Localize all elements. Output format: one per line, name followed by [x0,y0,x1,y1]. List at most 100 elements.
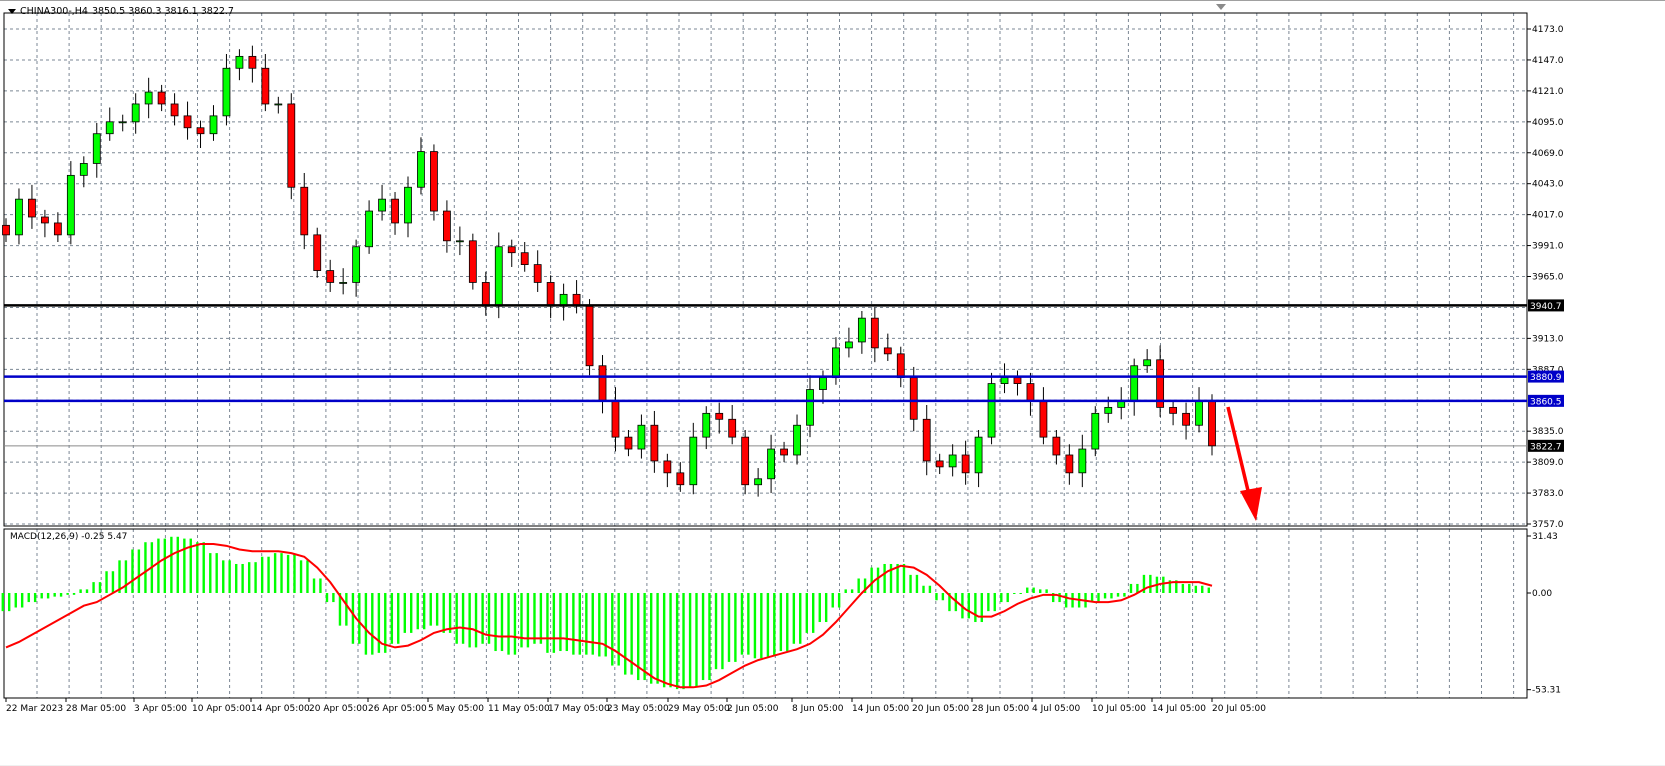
macd-histogram-bar [306,560,309,593]
macd-histogram-bar [812,593,815,633]
macd-signal-line [5,543,1213,689]
macd-histogram-bar [1175,580,1178,593]
bull-candle [66,174,75,236]
bear-candle [1182,412,1190,426]
time-tick-label: 22 Mar 2023 [6,704,63,714]
price-tick-label: 3835.0 [1532,427,1564,437]
bear-candle [326,270,335,283]
bull-candle [1104,406,1113,414]
bull-candle [92,133,101,164]
macd-histogram-bar [429,593,432,626]
bear-candle [1026,383,1035,402]
macd-histogram-bar [124,560,128,593]
price-tick-label: 4095.0 [1532,118,1564,128]
macd-histogram-bar [546,593,549,653]
bear-candle [468,240,477,283]
macd-histogram-bar [643,593,646,681]
bull-candle [222,67,231,117]
bear-candle [611,401,620,438]
price-tick-label: 3965.0 [1532,273,1564,283]
bull-candle [494,246,503,307]
macd-histogram-bar [319,578,322,593]
down-arrow-shaft [1226,406,1252,500]
macd-histogram-bar [507,593,510,655]
bear-candle [1065,454,1074,474]
symbol-timeframe: CHINA300-,H4 [20,6,88,17]
bull-candle [15,198,23,236]
macd-histogram-bar [33,593,37,603]
macd-histogram-bar [591,593,594,655]
macd-histogram-bar [948,593,951,612]
bear-candle [520,252,529,266]
macd-histogram-bar [267,556,270,593]
macd-histogram-bar [565,593,569,652]
bear-candle [922,418,931,462]
level-label: 3940.7 [1530,302,1562,312]
bear-candle [287,103,296,188]
macd-histogram-bar [902,563,906,593]
macd-histogram-bar [539,593,543,644]
macd-histogram-bar [299,560,303,593]
triangle-down-icon[interactable] [8,9,16,14]
macd-histogram-bar [863,578,867,593]
macd-histogram-bar [617,593,620,666]
macd-histogram-bar [1000,593,1003,603]
bull-candle [987,383,996,438]
macd-histogram-bar [403,593,406,633]
bear-candle [196,127,205,135]
macd-histogram-bar [850,589,854,593]
macd-histogram-bar [1136,583,1139,593]
macd-histogram-bar [1123,593,1126,597]
macd-histogram-bar [1188,583,1191,593]
macd-histogram-bar [20,593,24,608]
bull-candle [105,121,114,135]
time-tick-label: 14 Jul 05:00 [1152,704,1206,714]
macd-histogram-bar [974,593,977,623]
bull-candle [1091,412,1100,450]
bear-candle [1169,406,1177,414]
level-label-bg [1528,394,1564,407]
bull-candle [118,121,127,124]
macd-histogram-bar [1039,589,1042,593]
bull-candle [974,436,983,474]
time-tick-label: 20 Jun 05:00 [912,704,969,714]
macd-histogram-bar [941,593,945,601]
macd-histogram-bar [611,593,614,666]
macd-histogram-bar [1051,593,1055,603]
macd-histogram-bar [630,593,633,675]
price-tick-label: 4043.0 [1532,180,1564,190]
macd-histogram-bar [351,593,355,644]
time-tick-label: 29 May 05:00 [668,704,730,714]
chart-header: CHINA300-,H4 3850.5 3860.3 3816.1 3822.7 [8,6,234,17]
bear-candle [883,347,892,355]
bull-candle [1130,365,1139,402]
macd-histogram-bar [215,553,218,593]
macd-histogram-bar [209,553,212,593]
macd-pane-frame [3,528,1528,699]
macd-histogram-bar [131,549,134,593]
bear-candle [728,418,737,438]
price-tick-label: 4173.0 [1532,25,1564,35]
bear-candle [1052,436,1061,456]
macd-histogram-bar [144,542,147,593]
bull-candle [131,103,140,123]
macd-histogram-bar [46,593,50,599]
macd-tick-label: 31.43 [1532,532,1558,542]
macd-histogram-bar [247,562,251,593]
bull-candle [365,210,373,248]
macd-histogram-bar [1129,583,1133,593]
time-tick-label: 26 Apr 05:00 [368,704,427,714]
bull-candle [689,436,698,486]
macd-histogram-bar [332,593,335,603]
macd-histogram-bar [183,538,186,593]
macd-histogram-bar [1162,576,1165,593]
macd-histogram-bar [27,593,30,603]
macd-histogram-bar [637,593,640,681]
macd-histogram-bar [786,593,789,652]
macd-histogram-bar [254,562,257,593]
macd-histogram-bar [390,593,394,644]
bull-candle [767,448,775,480]
time-tick-label: 4 Jul 05:00 [1032,704,1081,714]
